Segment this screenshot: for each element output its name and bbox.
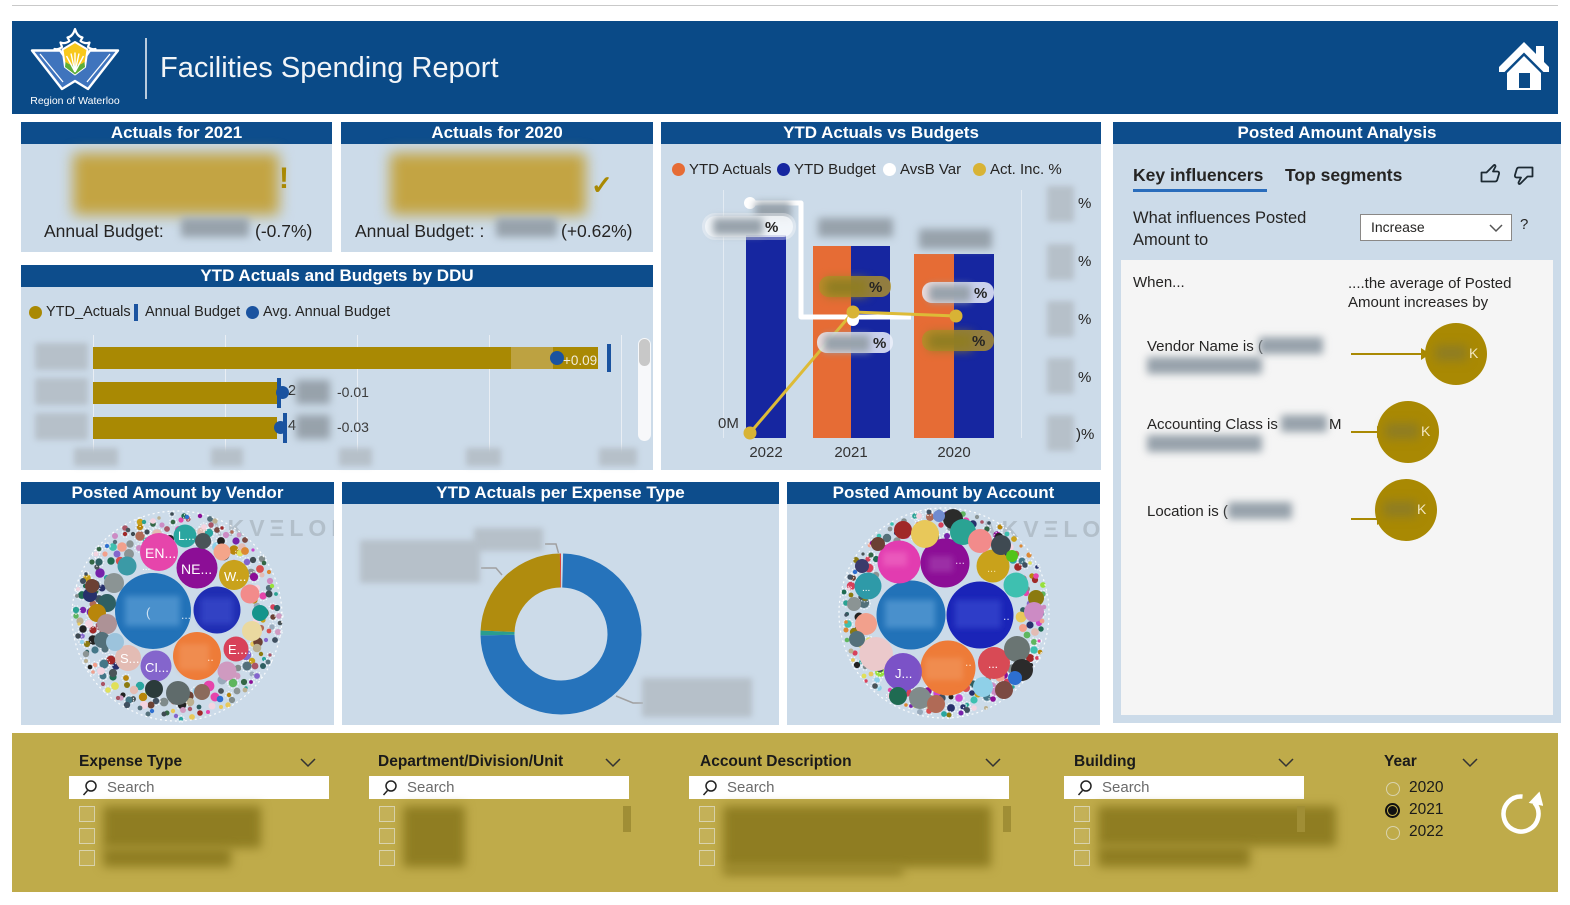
svg-text:EN...: EN...: [145, 545, 176, 561]
svg-text:...: ...: [955, 553, 965, 567]
svg-text:W...: W...: [224, 569, 246, 584]
svg-text:..: ..: [207, 650, 214, 664]
svg-text:NE...: NE...: [181, 561, 212, 577]
svg-text:L...: L...: [178, 529, 195, 543]
svg-text:..: ..: [1003, 609, 1010, 623]
svg-text:Region of Waterloo: Region of Waterloo: [30, 95, 120, 107]
svg-text:CI...: CI...: [145, 660, 169, 675]
svg-text:...: ...: [988, 657, 998, 671]
svg-text:...: ...: [862, 583, 870, 594]
svg-text:S...: S...: [120, 651, 140, 666]
svg-text:(: (: [146, 605, 151, 620]
svg-text:..: ..: [965, 655, 972, 669]
svg-text:...: ...: [181, 608, 191, 622]
svg-text:...: ...: [987, 563, 996, 575]
svg-text:...: ...: [142, 562, 150, 573]
svg-text:E....: E....: [228, 642, 251, 657]
svg-text:J...: J...: [895, 666, 912, 681]
